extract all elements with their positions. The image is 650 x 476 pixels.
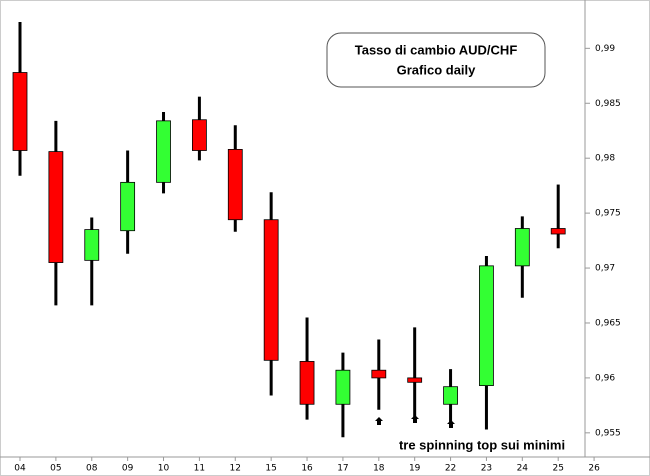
candle-body [227, 149, 243, 221]
candle-body [84, 229, 100, 261]
x-tick-label: 22 [445, 464, 456, 474]
candle-body [443, 386, 458, 405]
candle-body [550, 228, 566, 235]
arrow [411, 415, 419, 423]
y-tick-label: 0,965 [595, 318, 621, 328]
candle-body [263, 219, 279, 361]
y-tick-label: 0,985 [595, 99, 621, 109]
candle-body [479, 265, 494, 386]
candle-body [156, 120, 171, 183]
chart-title: Tasso di cambio AUD/CHF [355, 42, 518, 57]
candle-body [120, 181, 136, 232]
x-tick-label: 17 [337, 464, 348, 474]
x-tick-label: 19 [409, 464, 421, 474]
candle-body [191, 119, 207, 151]
x-tick-label: 05 [50, 464, 61, 474]
candle-body [335, 369, 351, 405]
candle-body [299, 361, 315, 405]
x-tick-label: 23 [481, 464, 492, 474]
y-tick-label: 0,955 [595, 428, 621, 438]
x-tick-label: 15 [265, 464, 276, 474]
x-tick-label: 26 [588, 464, 600, 474]
x-tick-label: 09 [122, 464, 134, 474]
x-tick-label: 12 [230, 464, 241, 474]
x-tick-label: 24 [517, 464, 529, 474]
y-tick-label: 0,99 [595, 44, 615, 54]
candle-body [371, 369, 387, 379]
annotation: tre spinning top sui minimi [399, 437, 565, 452]
x-tick-label: 10 [158, 464, 170, 474]
y-tick-label: 0,97 [595, 264, 615, 274]
x-tick-label: 04 [14, 464, 26, 474]
title-box [326, 32, 546, 88]
arrow [375, 417, 383, 425]
y-tick-label: 0,96 [595, 373, 615, 383]
y-tick-label: 0,975 [595, 209, 621, 219]
x-tick-label: 11 [194, 464, 205, 474]
y-tick-label: 0,98 [595, 154, 615, 164]
candle-body [48, 151, 64, 263]
candle-body [407, 377, 423, 383]
x-tick-label: 08 [86, 464, 98, 474]
x-tick-label: 25 [552, 464, 563, 474]
candle-body [12, 72, 28, 151]
candle-body [514, 228, 530, 267]
x-tick-label: 16 [301, 464, 313, 474]
chart-subtitle: Grafico daily [397, 62, 477, 77]
x-tick-label: 18 [373, 464, 385, 474]
